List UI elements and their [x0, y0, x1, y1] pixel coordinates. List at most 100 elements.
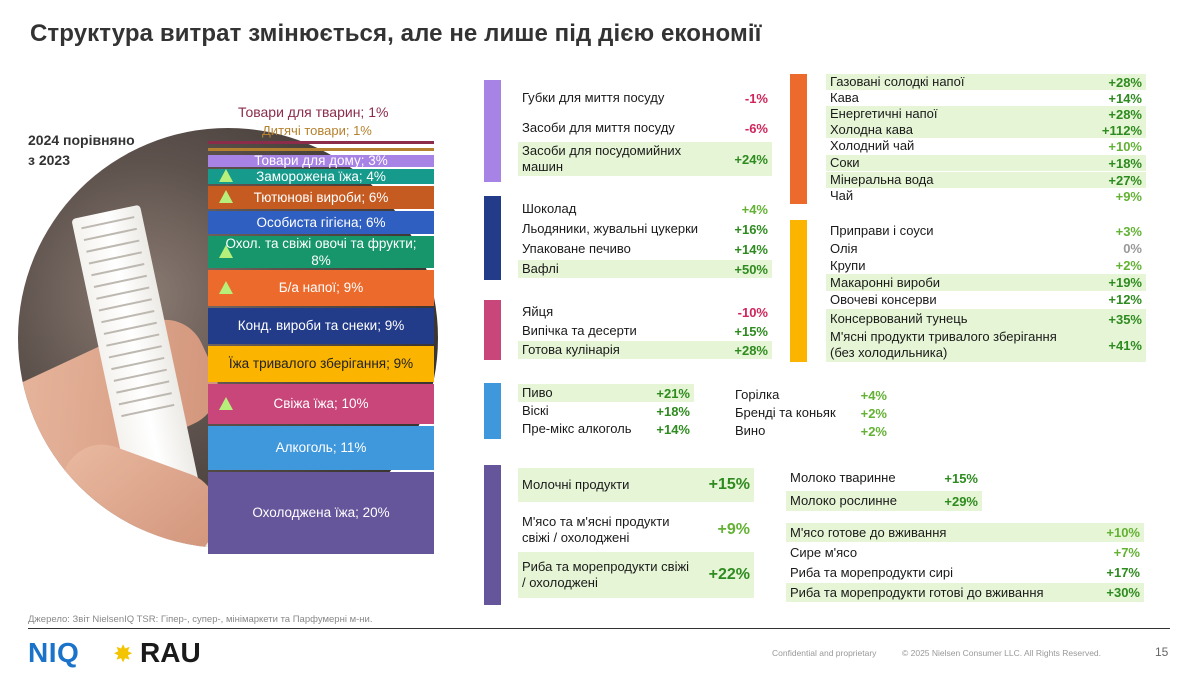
category-label: Вино [735, 423, 766, 438]
category-change: +10% [1108, 138, 1142, 154]
bar-segment: Охол. та свіжі овочі та фрукти; 8% [208, 236, 434, 268]
category-change: +15% [708, 476, 750, 493]
category-label: Чай [830, 188, 854, 203]
category-color-bar [790, 74, 807, 204]
copyright-note: © 2025 Nielsen Consumer LLC. All Rights … [902, 648, 1102, 658]
category-label: Горілка [735, 387, 780, 402]
category-row: Яйця -10% [518, 303, 772, 321]
category-change: 0% [1123, 241, 1142, 256]
bar-segment [208, 148, 434, 151]
category-row: Риба та морепродукти свіжі / охолоджені +… [518, 552, 754, 598]
category-change: +9% [717, 521, 750, 538]
category-label: Соки [830, 155, 860, 170]
category-row: Випічка та десерти +15% [518, 322, 772, 340]
bar-segment: Б/а напої; 9% [208, 269, 434, 306]
category-change: +18% [656, 403, 690, 419]
category-change: +4% [741, 201, 768, 217]
category-row: Крупи +2% [826, 257, 1146, 274]
category-label: Консервований тунець [830, 311, 968, 326]
category-row: Кава +14% [826, 90, 1146, 106]
category-label: Шоколад [522, 201, 577, 216]
category-label: Приправи і соуси [830, 223, 934, 238]
category-change: +12% [1108, 292, 1142, 307]
category-label: Готова кулінарія [522, 342, 620, 357]
bar-segment: Свіжа їжа; 10% [208, 383, 434, 424]
category-change: +27% [1108, 172, 1142, 188]
category-change: +14% [656, 421, 690, 437]
category-change: +10% [1106, 525, 1140, 540]
category-label: Молоко рослинне [790, 493, 897, 508]
category-change: +28% [1108, 106, 1142, 122]
category-label: Яйця [522, 304, 554, 319]
category-color-bar [484, 80, 501, 182]
category-label: Віскі [522, 403, 549, 418]
category-label: Овочеві консерви [830, 291, 937, 307]
category-label: Молочні продукти [522, 477, 630, 492]
category-row: Риба та морепродукти готові до вживання +… [786, 583, 1144, 602]
category-label: Холодний чай [830, 138, 915, 153]
category-label: Риба та морепродукти готові до вживання [790, 584, 1044, 600]
category-change: +15% [944, 470, 978, 486]
category-label: Мінеральна вода [830, 172, 934, 187]
category-row: Готова кулінарія +28% [518, 341, 772, 359]
footer-divider [28, 628, 1170, 629]
category-change: +9% [1115, 188, 1142, 204]
category-label: Льодяники, жувальні цукерки [522, 221, 699, 236]
category-row: Холодна кава +112% [826, 122, 1146, 138]
category-change: +24% [734, 151, 768, 167]
category-row: Бренді та коньяк +2% [731, 404, 891, 422]
category-change: +7% [1113, 545, 1140, 560]
page-number: 15 [1155, 645, 1169, 659]
category-row: Шоколад +4% [518, 200, 772, 218]
confidential-note: Confidential and proprietary [772, 648, 877, 658]
category-color-bar [484, 465, 501, 605]
bar-segment: Тютюнові вироби; 6% [208, 185, 434, 210]
category-change: +112% [1101, 122, 1142, 138]
comparison-note: 2024 порівняно з 2023 [28, 132, 135, 168]
category-row: Олія 0% [826, 240, 1146, 257]
category-change: +22% [708, 566, 750, 583]
category-row: М'ясо готове до вживання +10% [786, 523, 1144, 542]
category-change: +16% [734, 221, 768, 237]
category-label: Випічка та десерти [522, 323, 637, 338]
category-row: Овочеві консерви +12% [826, 291, 1146, 308]
category-row: Засоби для посудомийних машин +24% [518, 142, 772, 176]
bar-segment [208, 141, 434, 144]
trend-up-icon [219, 169, 233, 183]
category-change: +14% [1108, 90, 1142, 106]
category-change: +35% [1108, 311, 1142, 327]
category-row: Вафлі +50% [518, 260, 772, 278]
category-label: Холодна кава [830, 122, 913, 137]
category-label: Упаковане печиво [522, 241, 631, 256]
bar-segment: Алкоголь; 11% [208, 425, 434, 470]
category-label: Олія [830, 240, 858, 256]
bar-segment: Їжа тривалого зберігання; 9% [208, 345, 434, 382]
category-label: Губки для миття посуду [522, 90, 665, 105]
bar-segment-label: Товари для тварин; 1% [238, 104, 389, 120]
source-note: Джерело: Звіт NielsenIQ TSR: Гіпер-, суп… [28, 614, 373, 625]
category-label: Риба та морепродукти свіжі / охолоджені [522, 559, 690, 590]
category-row: Пиво +21% [518, 384, 694, 402]
category-change: -6% [744, 120, 768, 136]
category-change: -10% [737, 304, 768, 320]
category-row: Льодяники, жувальні цукерки +16% [518, 220, 772, 238]
category-label: Риба та морепродукти сирі [790, 564, 954, 580]
category-label: М'ясо та м'ясні продукти свіжі / охолодж… [522, 514, 670, 545]
category-row: Молочні продукти +15% [518, 468, 754, 502]
category-change: -1% [744, 90, 768, 106]
bar-segment-label: Дитячі товари; 1% [262, 123, 372, 138]
rau-logo: RAU [140, 637, 201, 668]
category-row: Молоко рослинне +29% [786, 491, 982, 511]
trend-up-icon [219, 280, 233, 294]
page-title: Структура витрат змінюється, але не лише… [30, 20, 762, 47]
category-row: Макаронні вироби +19% [826, 274, 1146, 291]
bar-segment: Конд. вироби та снеки; 9% [208, 307, 434, 344]
category-row: Горілка +4% [731, 386, 891, 404]
category-row: Вино +2% [731, 422, 891, 440]
category-label: Засоби для миття посуду [522, 120, 675, 135]
category-color-bar [484, 383, 501, 439]
category-change: +41% [1108, 337, 1142, 353]
trend-up-icon [219, 396, 233, 410]
category-row: Сире м'ясо +7% [786, 543, 1144, 562]
category-row: М'ясні продукти тривалого зберігання (бе… [826, 328, 1146, 362]
